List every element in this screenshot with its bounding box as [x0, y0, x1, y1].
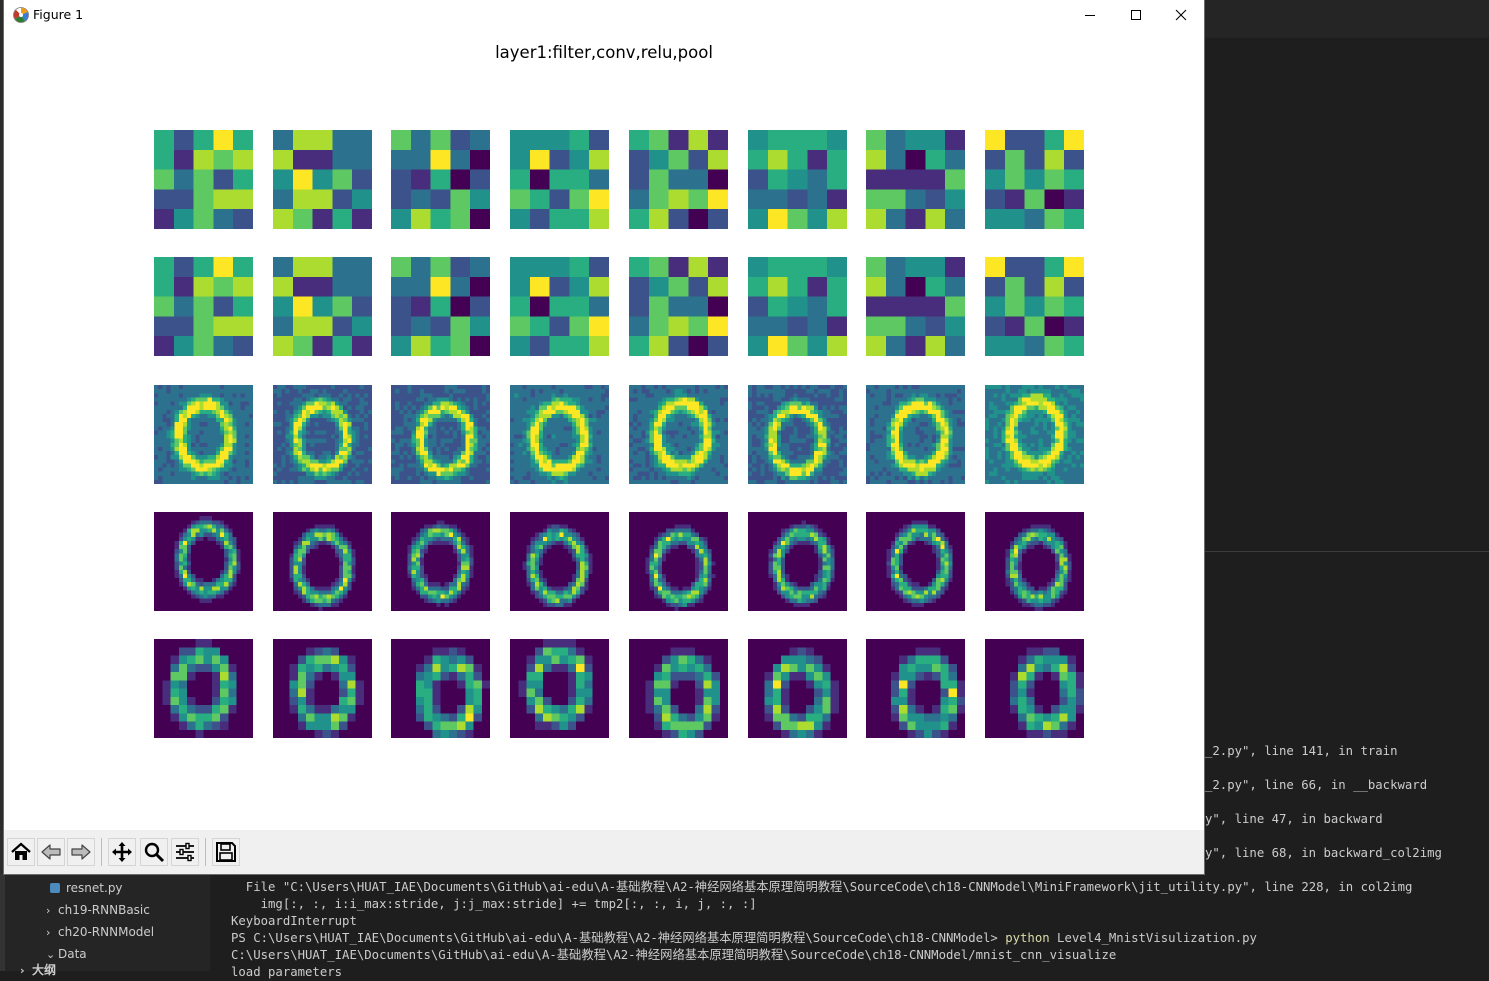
maximize-icon	[1130, 9, 1142, 21]
subplot-pool	[985, 639, 1084, 738]
subplot-conv	[273, 385, 372, 484]
home-button[interactable]	[7, 838, 35, 866]
configure-subplots-button[interactable]	[171, 838, 199, 866]
subplot-filter	[273, 130, 372, 229]
figure-title: layer1:filter,conv,relu,pool	[4, 43, 1204, 62]
subplot-relu	[748, 512, 847, 611]
subplot-relu	[273, 512, 372, 611]
terminal-line: img[:, :, i:i_max:stride, j:j_max:stride…	[231, 896, 757, 913]
subplot-filter	[510, 257, 609, 356]
subplot-filter	[866, 130, 965, 229]
subplot-relu	[391, 512, 490, 611]
save-icon	[215, 841, 237, 863]
subplot-pool	[748, 639, 847, 738]
terminal-line: y", line 68, in backward_col2img	[1205, 845, 1442, 862]
matplotlib-app-icon	[12, 6, 30, 24]
subplot-relu	[629, 512, 728, 611]
subplot-filter	[985, 130, 1084, 229]
close-icon	[1175, 9, 1187, 21]
zoom-icon	[143, 841, 165, 863]
subplot-filter	[748, 130, 847, 229]
save-button[interactable]	[212, 838, 240, 866]
terminal-line: _2.py", line 66, in __backward	[1205, 777, 1427, 794]
subplot-conv	[510, 385, 609, 484]
minimize-button[interactable]	[1067, 0, 1113, 30]
terminal-line: load parameters	[231, 964, 342, 981]
back-button[interactable]	[37, 838, 65, 866]
home-icon	[10, 841, 32, 863]
terminal-line: File "C:\Users\HUAT_IAE\Documents\GitHub…	[231, 879, 1412, 896]
vscode-editor-area	[1204, 38, 1489, 551]
subplot-conv	[154, 385, 253, 484]
maximize-button[interactable]	[1113, 0, 1159, 30]
explorer-folder-ch19[interactable]: ›ch19-RNNBasic	[46, 900, 150, 920]
toolbar-separator	[101, 838, 102, 866]
subplot-conv	[985, 385, 1084, 484]
subplot-filter	[391, 257, 490, 356]
subplot-relu	[985, 512, 1084, 611]
subplot-filter	[273, 257, 372, 356]
close-button[interactable]	[1158, 0, 1204, 30]
terminal-line: KeyboardInterrupt	[231, 913, 357, 930]
subplot-conv	[629, 385, 728, 484]
figure-window: Figure 1 layer1:filter,conv,relu,pool	[4, 0, 1204, 874]
subplot-pool	[154, 639, 253, 738]
subplot-relu	[510, 512, 609, 611]
outline-section-header[interactable]: ›大纲	[20, 960, 56, 980]
pan-icon	[111, 841, 133, 863]
explorer-file-resnet[interactable]: resnet.py	[50, 878, 123, 898]
terminal-line: y", line 47, in backward	[1205, 811, 1383, 828]
terminal-prompt-line: PS C:\Users\HUAT_IAE\Documents\GitHub\ai…	[231, 930, 1257, 947]
minimize-icon	[1084, 9, 1096, 21]
terminal-line: C:\Users\HUAT_IAE\Documents\GitHub\ai-ed…	[231, 947, 1116, 964]
subplot-conv	[391, 385, 490, 484]
chevron-right-icon: ›	[46, 901, 58, 921]
toolbar-separator	[205, 838, 206, 866]
subplot-conv	[748, 385, 847, 484]
subplot-pool	[629, 639, 728, 738]
subplot-filter	[866, 257, 965, 356]
subplot-filter	[154, 130, 253, 229]
navigation-toolbar	[4, 830, 1204, 874]
subplot-relu	[866, 512, 965, 611]
subplot-pool	[510, 639, 609, 738]
subplot-relu	[154, 512, 253, 611]
forward-icon	[70, 841, 92, 863]
pan-button[interactable]	[108, 838, 136, 866]
back-icon	[40, 841, 62, 863]
subplot-filter	[748, 257, 847, 356]
forward-button[interactable]	[67, 838, 95, 866]
subplot-pool	[273, 639, 372, 738]
subplot-filter	[629, 257, 728, 356]
subplot-pool	[391, 639, 490, 738]
subplot-filter	[154, 257, 253, 356]
chevron-right-icon: ›	[20, 961, 32, 981]
explorer-folder-ch20[interactable]: ›ch20-RNNModel	[46, 922, 154, 942]
subplot-pool	[866, 639, 965, 738]
subplot-filter	[985, 257, 1084, 356]
vscode-tab-bar	[1204, 0, 1489, 38]
python-file-icon	[50, 883, 60, 893]
chevron-right-icon: ›	[46, 923, 58, 943]
subplot-conv	[866, 385, 965, 484]
terminal-line: _2.py", line 141, in train	[1205, 743, 1398, 760]
window-titlebar[interactable]: Figure 1	[4, 0, 1204, 30]
configure-subplots-icon	[174, 841, 196, 863]
zoom-button[interactable]	[140, 838, 168, 866]
subplot-filter	[391, 130, 490, 229]
window-title: Figure 1	[33, 7, 83, 22]
subplot-filter	[629, 130, 728, 229]
panel-divider	[1204, 551, 1489, 552]
subplot-filter	[510, 130, 609, 229]
